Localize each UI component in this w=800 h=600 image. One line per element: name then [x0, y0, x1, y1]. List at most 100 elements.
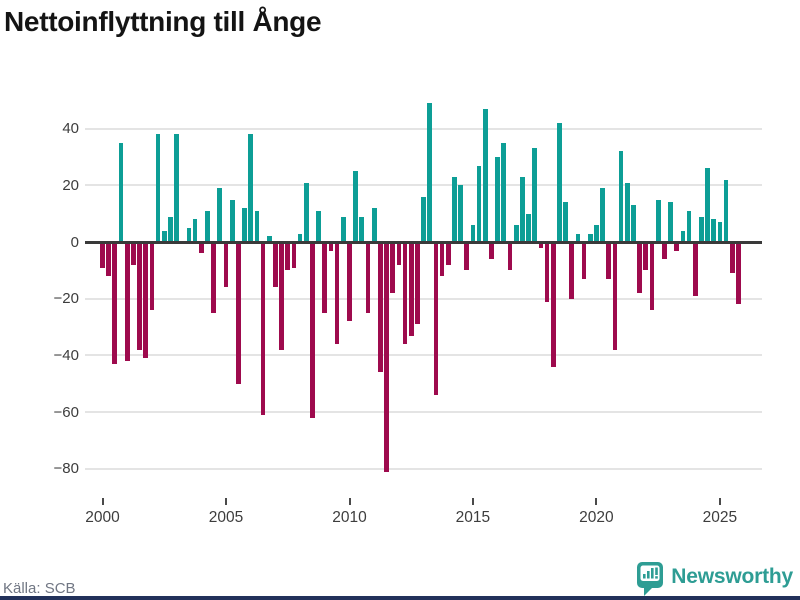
bar-quarter-14: [186, 227, 192, 242]
brand-name: Newsworthy: [671, 565, 793, 588]
bar-quarter-19: [217, 188, 223, 242]
bar-quarter-87: [637, 242, 642, 293]
bar-quarter-51: [415, 242, 420, 325]
bar-quarter-56: [445, 242, 451, 265]
bar-quarter-28: [273, 242, 278, 288]
x-axis-tick-2025: [718, 498, 721, 505]
bar-quarter-24: [248, 134, 254, 242]
bar-quarter-50: [408, 242, 414, 336]
bar-quarter-64: [495, 156, 500, 242]
bar-quarter-102: [729, 242, 735, 274]
bar-quarter-97: [699, 216, 704, 242]
y-axis-label: 40: [62, 120, 79, 138]
bar-quarter-5: [131, 242, 136, 265]
x-axis-label-2015: 2015: [455, 509, 491, 526]
bar-quarter-94: [680, 230, 686, 242]
bottom-accent-strip: [0, 596, 800, 600]
bar-quarter-18: [211, 242, 216, 313]
bar-quarter-3: [118, 142, 124, 242]
bar-quarter-63: [489, 242, 494, 259]
bar-quarter-16: [198, 242, 204, 254]
y-axis-label: −40: [53, 346, 79, 364]
bar-quarter-90: [655, 199, 661, 242]
bar-quarter-2: [112, 242, 118, 364]
gridline-y--20: [85, 297, 762, 300]
bar-quarter-6: [137, 242, 142, 350]
bar-quarter-46: [384, 242, 389, 472]
bar-quarter-72: [544, 242, 550, 302]
bar-quarter-76: [569, 242, 575, 299]
newsworthy-logo[interactable]: Newsworthy: [637, 562, 793, 600]
gridline-y--60: [85, 411, 762, 414]
x-axis-tick-2005: [225, 498, 227, 505]
bar-quarter-54: [433, 242, 439, 396]
x-axis-label-2010: 2010: [332, 509, 367, 526]
bar-quarter-66: [507, 242, 513, 271]
bar-quarter-1: [106, 242, 112, 276]
bar-quarter-75: [563, 202, 568, 242]
bar-quarter-57: [452, 176, 457, 242]
bar-quarter-81: [600, 188, 605, 242]
bar-quarter-9: [155, 134, 161, 242]
bar-quarter-88: [643, 242, 649, 271]
bar-quarter-60: [470, 225, 476, 242]
bar-quarter-20: [223, 242, 229, 288]
zero-axis-line: [85, 240, 762, 244]
bar-quarter-21: [229, 199, 235, 242]
bar-quarter-96: [692, 242, 698, 296]
bar-quarter-101: [723, 179, 729, 242]
bar-quarter-86: [631, 205, 636, 242]
bar-quarter-53: [427, 103, 433, 242]
gridline-y-20: [85, 184, 762, 187]
bar-quarter-10: [161, 230, 167, 242]
bar-quarter-43: [365, 242, 371, 313]
gridline-y--40: [85, 354, 762, 357]
page-title: Nettoinflyttning till Ånge: [4, 6, 322, 37]
bar-quarter-103: [736, 242, 741, 305]
bar-quarter-25: [254, 210, 260, 242]
bar-quarter-93: [674, 242, 680, 251]
y-axis-label: 20: [62, 176, 79, 194]
x-axis-tick-2010: [348, 498, 351, 505]
bar-quarter-74: [557, 122, 562, 242]
bar-quarter-83: [612, 242, 618, 350]
bar-quarter-70: [532, 148, 538, 242]
bar-quarter-23: [242, 208, 247, 242]
bar-quarter-65: [501, 142, 507, 242]
bar-quarter-33: [303, 182, 309, 242]
x-axis-tick-2020: [595, 498, 598, 505]
bar-quarter-99: [711, 219, 717, 242]
bar-quarter-62: [482, 108, 488, 242]
bar-quarter-41: [353, 171, 358, 242]
bar-quarter-44: [371, 208, 377, 242]
bar-quarter-73: [550, 242, 556, 367]
bar-quarter-42: [359, 216, 365, 242]
x-axis-label-2000: 2000: [85, 509, 120, 526]
bar-quarter-11: [168, 216, 173, 242]
bar-quarter-35: [316, 210, 321, 242]
bar-quarter-85: [624, 182, 630, 242]
x-axis-tick-2000: [101, 498, 104, 505]
bar-quarter-47: [390, 242, 396, 293]
bar-quarter-22: [235, 242, 241, 384]
gridline-y--80: [85, 467, 762, 470]
gridline-y-40: [85, 127, 762, 130]
bar-quarter-58: [458, 185, 463, 242]
bar-quarter-0: [100, 242, 105, 268]
bar-quarter-39: [340, 216, 346, 242]
bar-quarter-84: [618, 151, 624, 242]
bar-quarter-79: [587, 233, 593, 242]
bar-quarter-32: [297, 233, 303, 242]
bar-quarter-91: [661, 242, 667, 259]
bar-quarter-8: [149, 242, 155, 310]
y-axis-label: −60: [53, 403, 79, 421]
bar-quarter-67: [513, 225, 519, 242]
bar-quarter-80: [594, 225, 599, 242]
newsworthy-logo-icon: [637, 562, 664, 597]
bar-quarter-30: [285, 242, 291, 271]
bar-quarter-15: [192, 219, 198, 242]
bar-quarter-89: [649, 242, 655, 310]
y-axis-label: 0: [70, 233, 79, 251]
bar-quarter-48: [396, 242, 402, 265]
